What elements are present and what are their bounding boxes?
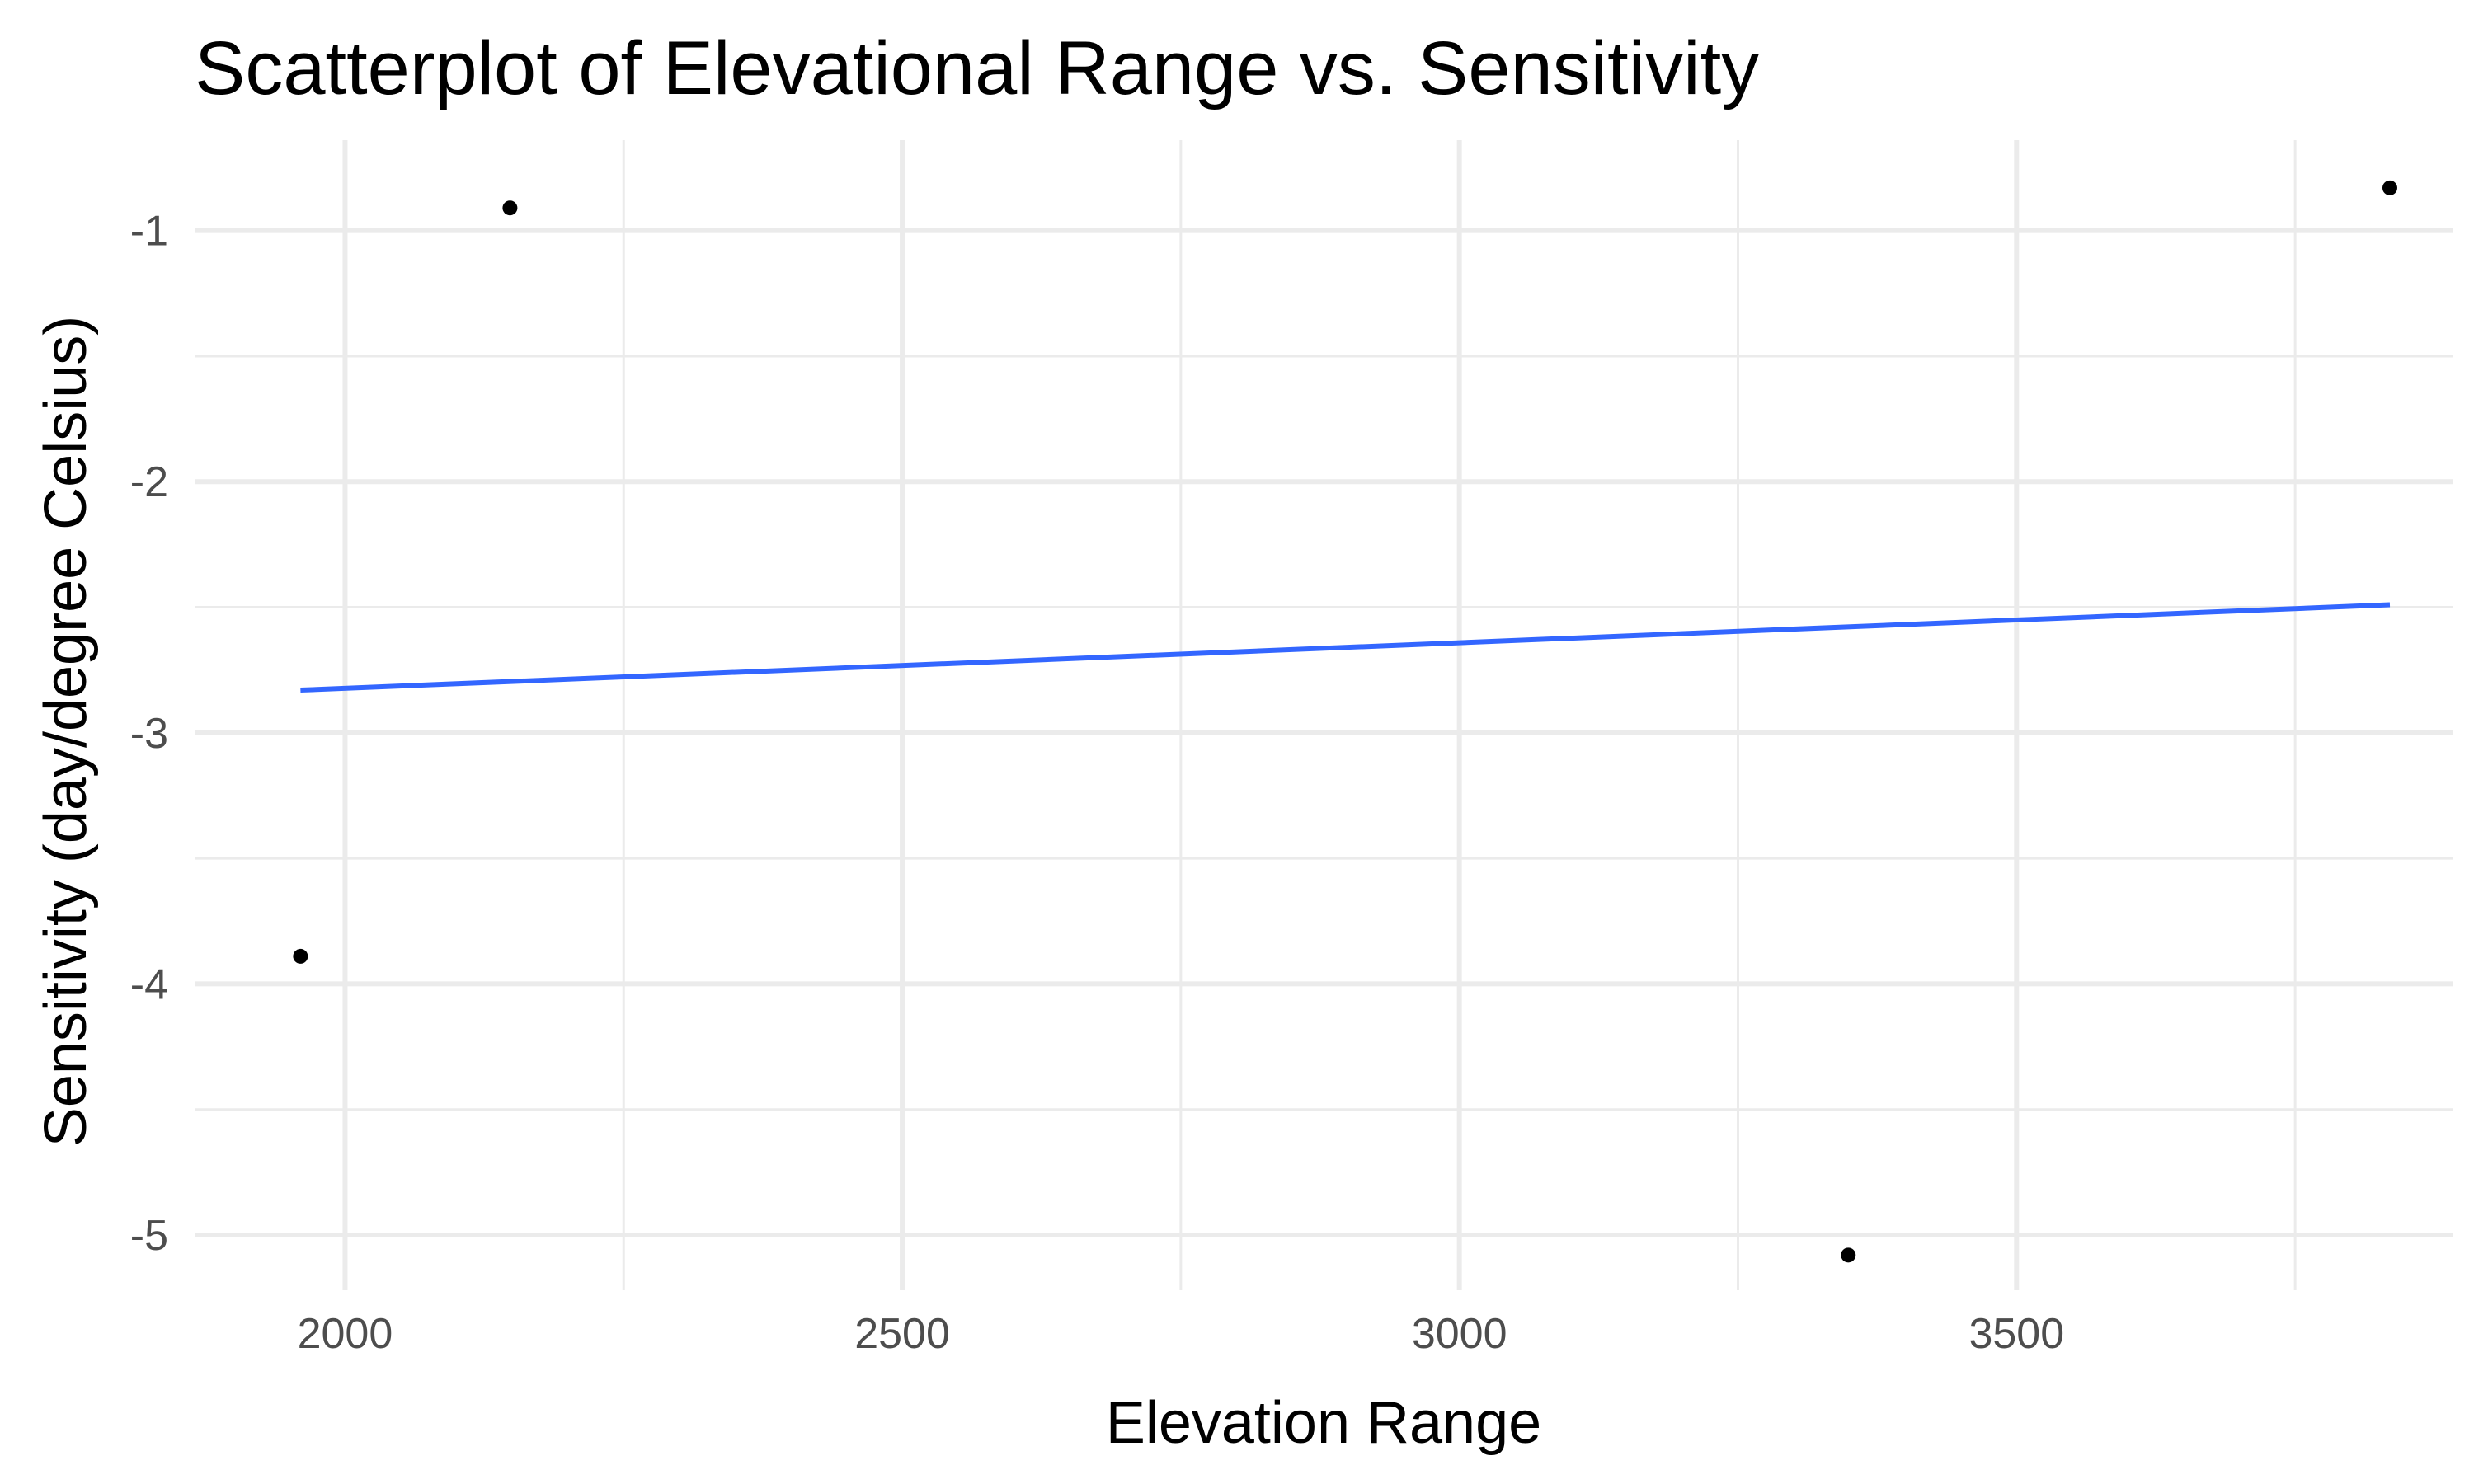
y-tick-label: -2 bbox=[130, 458, 168, 506]
label-layer: Scatterplot of Elevational Range vs. Sen… bbox=[33, 26, 2064, 1456]
x-tick-label: 2500 bbox=[854, 1310, 950, 1358]
data-layer bbox=[293, 180, 2397, 1263]
scatter-point bbox=[502, 200, 518, 216]
x-tick-label: 2000 bbox=[298, 1310, 393, 1358]
scatter-point bbox=[293, 948, 308, 964]
grid-layer bbox=[195, 140, 2453, 1290]
scatter-point bbox=[1841, 1247, 1856, 1263]
x-tick-label: 3500 bbox=[1968, 1310, 2064, 1358]
trend-line bbox=[300, 602, 2391, 693]
y-axis-title: Sensitivity (day/degree Celsius) bbox=[33, 316, 99, 1147]
y-tick-label: -4 bbox=[130, 960, 168, 1008]
scatter-point bbox=[2382, 180, 2397, 195]
chart-title: Scatterplot of Elevational Range vs. Sen… bbox=[195, 26, 1759, 110]
x-tick-label: 3000 bbox=[1412, 1310, 1507, 1358]
x-axis-title: Elevation Range bbox=[1106, 1390, 1541, 1456]
y-tick-label: -1 bbox=[130, 208, 168, 256]
y-tick-label: -3 bbox=[130, 710, 168, 758]
y-tick-label: -5 bbox=[130, 1212, 168, 1260]
